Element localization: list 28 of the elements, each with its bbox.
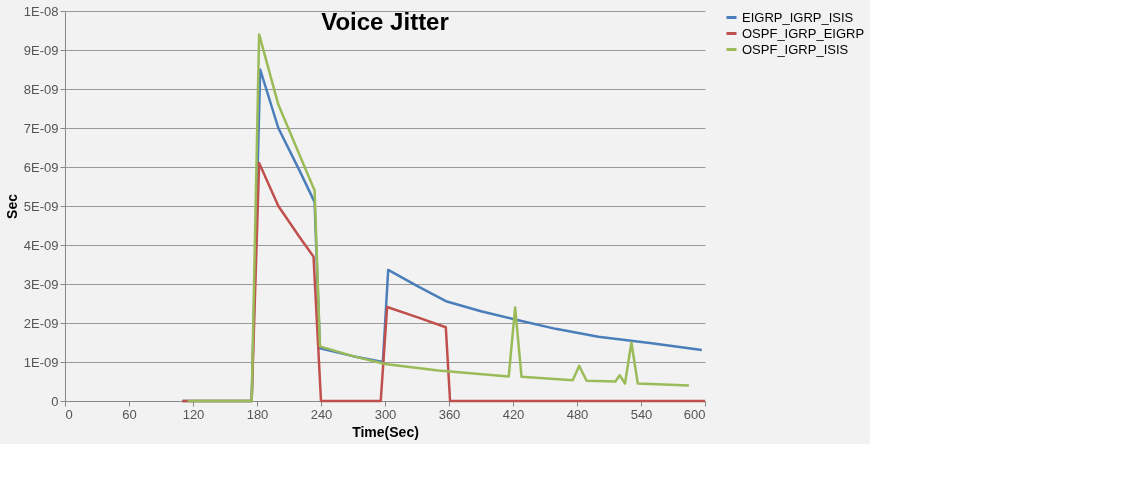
- legend-label: OSPF_IGRP_ISIS: [742, 41, 849, 57]
- y-tick-label: 1E-09: [23, 354, 59, 370]
- chart-title: Voice Jitter: [321, 8, 449, 35]
- y-tick-label: 1E-08: [23, 3, 59, 19]
- legend-label: EIGRP_IGRP_ISIS: [742, 9, 854, 25]
- y-tick-label: 4E-09: [23, 237, 59, 253]
- y-tick-label: 7E-09: [23, 120, 59, 136]
- y-tick-label: 0: [51, 393, 59, 409]
- x-tick-label: 300: [374, 406, 397, 422]
- x-tick-label: 120: [182, 406, 205, 422]
- y-tick-label: 2E-09: [23, 315, 59, 331]
- x-tick-label: 600: [683, 406, 706, 422]
- y-axis-title: Sec: [3, 193, 20, 219]
- y-tick-label: 6E-09: [23, 159, 59, 175]
- y-tick-label: 9E-09: [23, 42, 59, 58]
- x-tick-label: 360: [438, 406, 461, 422]
- x-tick-label: 180: [246, 406, 269, 422]
- y-tick-label: 5E-09: [23, 198, 59, 214]
- x-tick-label: 60: [122, 406, 137, 422]
- x-tick-label: 240: [310, 406, 333, 422]
- x-tick-label: 540: [630, 406, 653, 422]
- x-tick-label: 480: [566, 406, 589, 422]
- x-tick-label: 420: [502, 406, 525, 422]
- legend-label: OSPF_IGRP_EIGRP: [742, 25, 865, 41]
- y-tick-label: 8E-09: [23, 81, 59, 97]
- x-tick-label: 0: [65, 406, 73, 422]
- x-axis-title: Time(Sec): [352, 423, 419, 440]
- y-tick-label: 3E-09: [23, 276, 59, 292]
